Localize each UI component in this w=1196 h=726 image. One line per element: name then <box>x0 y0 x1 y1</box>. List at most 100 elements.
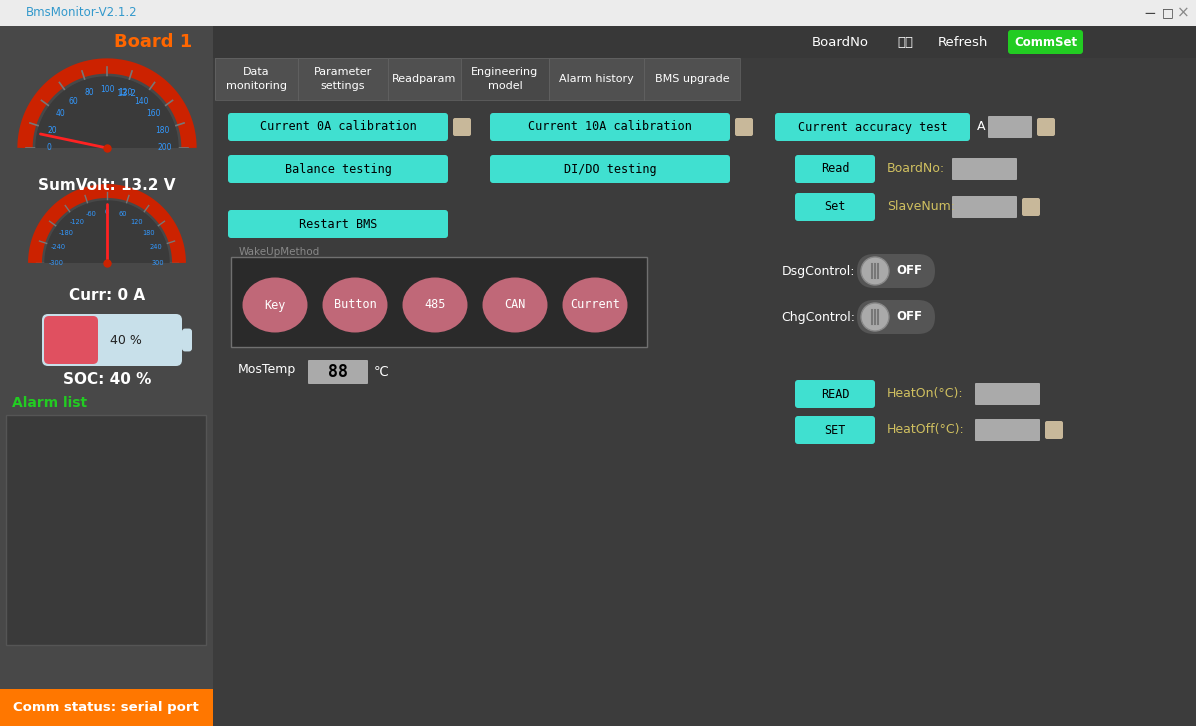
Bar <box>0 26 1196 58</box>
Text: CommSet: CommSet <box>1014 36 1078 49</box>
Bar <box>231 257 647 347</box>
Ellipse shape <box>482 277 548 333</box>
Bar <box>643 58 740 100</box>
Bar <box>6 415 206 645</box>
Text: MosTemp: MosTemp <box>238 364 297 377</box>
Text: Refresh: Refresh <box>938 36 988 49</box>
FancyBboxPatch shape <box>795 155 875 183</box>
Text: 140: 140 <box>134 97 148 105</box>
FancyBboxPatch shape <box>228 155 448 183</box>
Text: Current 10A calibration: Current 10A calibration <box>529 121 692 134</box>
Bar <box>549 58 643 100</box>
Bar <box>388 58 460 100</box>
Bar <box>549 58 643 100</box>
Bar <box>388 58 460 100</box>
Polygon shape <box>36 77 178 148</box>
Text: Board 1: Board 1 <box>114 33 193 51</box>
Text: Alarm history: Alarm history <box>559 74 634 84</box>
Text: ×: × <box>1177 6 1189 20</box>
Ellipse shape <box>323 277 388 333</box>
Text: Key: Key <box>264 298 286 311</box>
Text: DsgControl:: DsgControl: <box>781 266 855 279</box>
Text: Current accuracy test: Current accuracy test <box>798 121 947 134</box>
Bar <box>643 58 740 100</box>
Text: Alarm list: Alarm list <box>12 396 87 410</box>
Bar <box>231 257 647 347</box>
FancyBboxPatch shape <box>1045 421 1063 439</box>
Text: Parameter
settings: Parameter settings <box>313 68 372 91</box>
Bar <box>30 263 184 288</box>
Bar <box>298 58 388 100</box>
FancyBboxPatch shape <box>44 316 98 364</box>
Text: 0: 0 <box>105 209 109 215</box>
Text: WakeUpMethod: WakeUpMethod <box>239 247 321 257</box>
FancyBboxPatch shape <box>988 116 1032 138</box>
Text: 60: 60 <box>118 211 127 218</box>
Bar <box>298 58 388 100</box>
Text: Curr: 0 A: Curr: 0 A <box>69 288 145 303</box>
Text: HeatOn(°C):: HeatOn(°C): <box>887 388 964 401</box>
Text: Button: Button <box>334 298 377 311</box>
FancyBboxPatch shape <box>228 113 448 141</box>
Text: 40: 40 <box>55 110 65 118</box>
Text: Read: Read <box>820 163 849 176</box>
Ellipse shape <box>562 277 628 333</box>
Text: -120: -120 <box>69 219 85 225</box>
Polygon shape <box>45 201 169 263</box>
Ellipse shape <box>243 277 307 333</box>
FancyBboxPatch shape <box>1008 30 1084 54</box>
Text: CAN: CAN <box>505 298 526 311</box>
Text: OFF: OFF <box>896 264 922 277</box>
Text: BMS upgrade: BMS upgrade <box>654 74 730 84</box>
Text: 180: 180 <box>155 126 170 134</box>
Bar <box>460 58 549 100</box>
FancyBboxPatch shape <box>736 118 753 136</box>
Text: -240: -240 <box>51 244 66 250</box>
Text: 60: 60 <box>68 97 78 105</box>
Bar <box>215 58 298 100</box>
Text: SET: SET <box>824 423 846 436</box>
Text: -60: -60 <box>86 211 97 218</box>
Text: Comm status: serial port: Comm status: serial port <box>13 701 199 714</box>
Text: SumVolt: 13.2 V: SumVolt: 13.2 V <box>38 177 176 192</box>
Text: 120: 120 <box>130 219 144 225</box>
FancyBboxPatch shape <box>858 254 935 288</box>
FancyBboxPatch shape <box>952 158 1017 180</box>
Text: Restart BMS: Restart BMS <box>299 218 377 230</box>
Text: ChgControl:: ChgControl: <box>781 311 855 325</box>
FancyBboxPatch shape <box>490 155 730 183</box>
Bar <box>460 58 549 100</box>
FancyBboxPatch shape <box>1023 198 1041 216</box>
Text: 0: 0 <box>47 144 51 152</box>
FancyBboxPatch shape <box>453 118 471 136</box>
Text: Current 0A calibration: Current 0A calibration <box>260 121 416 134</box>
FancyBboxPatch shape <box>975 383 1041 405</box>
Circle shape <box>861 257 889 285</box>
FancyBboxPatch shape <box>795 416 875 444</box>
Text: -300: -300 <box>49 260 63 266</box>
Text: □: □ <box>1163 7 1174 20</box>
Text: 240: 240 <box>150 244 161 250</box>
FancyBboxPatch shape <box>858 300 935 334</box>
Text: 40 %: 40 % <box>110 333 142 346</box>
Text: 13.2: 13.2 <box>117 89 138 99</box>
Text: Readparam: Readparam <box>392 74 457 84</box>
Bar <box>0 689 213 726</box>
Text: 300: 300 <box>152 260 164 266</box>
FancyBboxPatch shape <box>795 193 875 221</box>
FancyBboxPatch shape <box>795 380 875 408</box>
FancyBboxPatch shape <box>309 360 368 384</box>
FancyBboxPatch shape <box>490 113 730 141</box>
Text: 200: 200 <box>158 144 172 152</box>
Text: 20: 20 <box>47 126 56 134</box>
Text: 中文: 中文 <box>897 36 913 49</box>
FancyBboxPatch shape <box>975 419 1041 441</box>
Text: ℃: ℃ <box>374 365 389 378</box>
Text: HeatOff(°C):: HeatOff(°C): <box>887 423 965 436</box>
Bar <box>20 148 194 173</box>
Text: 88: 88 <box>328 363 348 381</box>
FancyBboxPatch shape <box>952 196 1017 218</box>
Bar <box>215 58 298 100</box>
Text: 160: 160 <box>147 110 161 118</box>
Text: BmsMonitor-V2.1.2: BmsMonitor-V2.1.2 <box>26 7 138 20</box>
